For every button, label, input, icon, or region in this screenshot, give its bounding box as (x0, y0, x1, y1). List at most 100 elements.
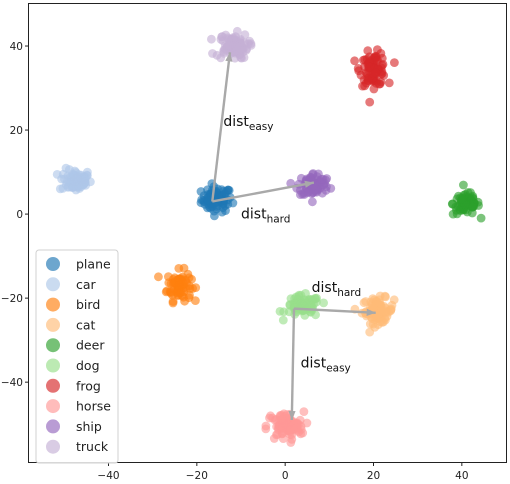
point-deer (476, 213, 486, 223)
points-layer (52, 26, 486, 447)
point-truck (233, 42, 242, 52)
annotation-dist-hard: disthard (312, 280, 361, 299)
point-truck (207, 34, 216, 44)
point-truck (239, 53, 249, 62)
legend-item-dog: dog (46, 358, 100, 373)
annotation-dist-easy: disteasy (223, 114, 273, 133)
x-tick-label: 20 (367, 470, 380, 482)
legend: plane car bird cat deer dog frog horse ship truck (35, 249, 119, 464)
series-truck (207, 26, 256, 63)
point-horse (270, 415, 280, 425)
series-cat (350, 291, 399, 337)
legend-marker (46, 439, 60, 454)
point-ship (309, 180, 319, 190)
legend-marker (46, 257, 60, 271)
point-bird (164, 272, 173, 281)
point-horse (282, 422, 292, 432)
distance-arrow-1 (211, 52, 233, 202)
legend-marker (46, 317, 60, 332)
legend-label: ship (76, 419, 102, 434)
distance-arrow-3 (293, 307, 376, 316)
point-truck (224, 40, 234, 50)
legend-marker (46, 378, 60, 393)
point-cat (375, 298, 385, 308)
y-tick-label: 40 (10, 41, 23, 53)
point-ship (303, 188, 312, 198)
point-frog (364, 62, 374, 72)
point-ship (317, 175, 326, 184)
point-dog (297, 299, 307, 308)
point-dog (307, 301, 316, 310)
point-ship (296, 190, 305, 200)
point-deer (467, 208, 477, 218)
y-tick-label: 20 (10, 125, 23, 137)
point-frog (384, 78, 394, 88)
series-car (52, 163, 95, 195)
point-frog (371, 68, 380, 78)
annotation-dist-easy: disteasy (301, 355, 351, 374)
legend-label: horse (76, 399, 111, 414)
legend-label: frog (76, 378, 101, 393)
point-frog (350, 56, 359, 66)
point-horse (261, 424, 271, 434)
legend-marker (46, 419, 60, 434)
axis-ticks: −40 −20 0 20 40 −40 −20 0 20 40 (1, 41, 469, 482)
legend-marker (46, 358, 60, 373)
point-car (72, 175, 82, 184)
x-tick-label: −20 (186, 470, 208, 482)
arrow-shaft (293, 307, 376, 315)
legend-marker (46, 297, 60, 312)
arrow-shaft (212, 181, 315, 203)
point-bird (191, 283, 201, 292)
point-dog (319, 298, 328, 308)
point-horse (296, 421, 306, 431)
annotations-layer: disteasy disthard disthard disteasy (223, 114, 361, 375)
legend-item-car: car (46, 277, 97, 292)
legend-label: truck (76, 439, 109, 454)
point-ship (308, 197, 317, 207)
point-truck (240, 30, 250, 40)
y-tick-label: 0 (16, 209, 23, 221)
point-cat (365, 319, 375, 329)
point-frog (374, 79, 384, 89)
arrow-head (288, 410, 296, 420)
point-bird (154, 272, 163, 282)
point-dog (278, 315, 288, 325)
legend-item-ship: ship (46, 419, 102, 434)
point-cat (359, 298, 369, 308)
point-horse (287, 435, 297, 444)
point-truck (217, 32, 227, 41)
annotation-dist-hard: disthard (241, 206, 290, 225)
y-tick-label: −20 (1, 293, 23, 305)
arrow-shaft (290, 308, 296, 421)
arrow-head (225, 52, 233, 62)
legend-marker (46, 338, 60, 353)
point-truck (231, 32, 241, 41)
point-cat (375, 291, 385, 301)
distance-arrow-2 (212, 180, 315, 203)
point-frog (364, 76, 373, 85)
point-deer (459, 180, 468, 190)
legend-label: dog (76, 358, 100, 373)
series-bird (154, 263, 201, 308)
point-plane (196, 187, 206, 196)
legend-label: deer (76, 338, 105, 353)
point-bird (184, 273, 194, 283)
series-dog (275, 289, 328, 325)
arrow-head (304, 180, 314, 188)
legend-marker (46, 277, 60, 292)
point-deer (457, 195, 467, 204)
legend-item-horse: horse (46, 399, 111, 414)
legend-label: plane (76, 257, 111, 272)
series-frog (350, 45, 399, 107)
legend-item-plane: plane (46, 257, 111, 272)
point-bird (184, 293, 194, 303)
point-frog (362, 54, 372, 64)
point-plane (228, 198, 238, 208)
point-bird (162, 286, 172, 296)
point-cat (374, 309, 383, 319)
series-deer (447, 180, 486, 223)
arrow-shaft (211, 52, 232, 202)
y-tick-label: −40 (1, 377, 23, 389)
